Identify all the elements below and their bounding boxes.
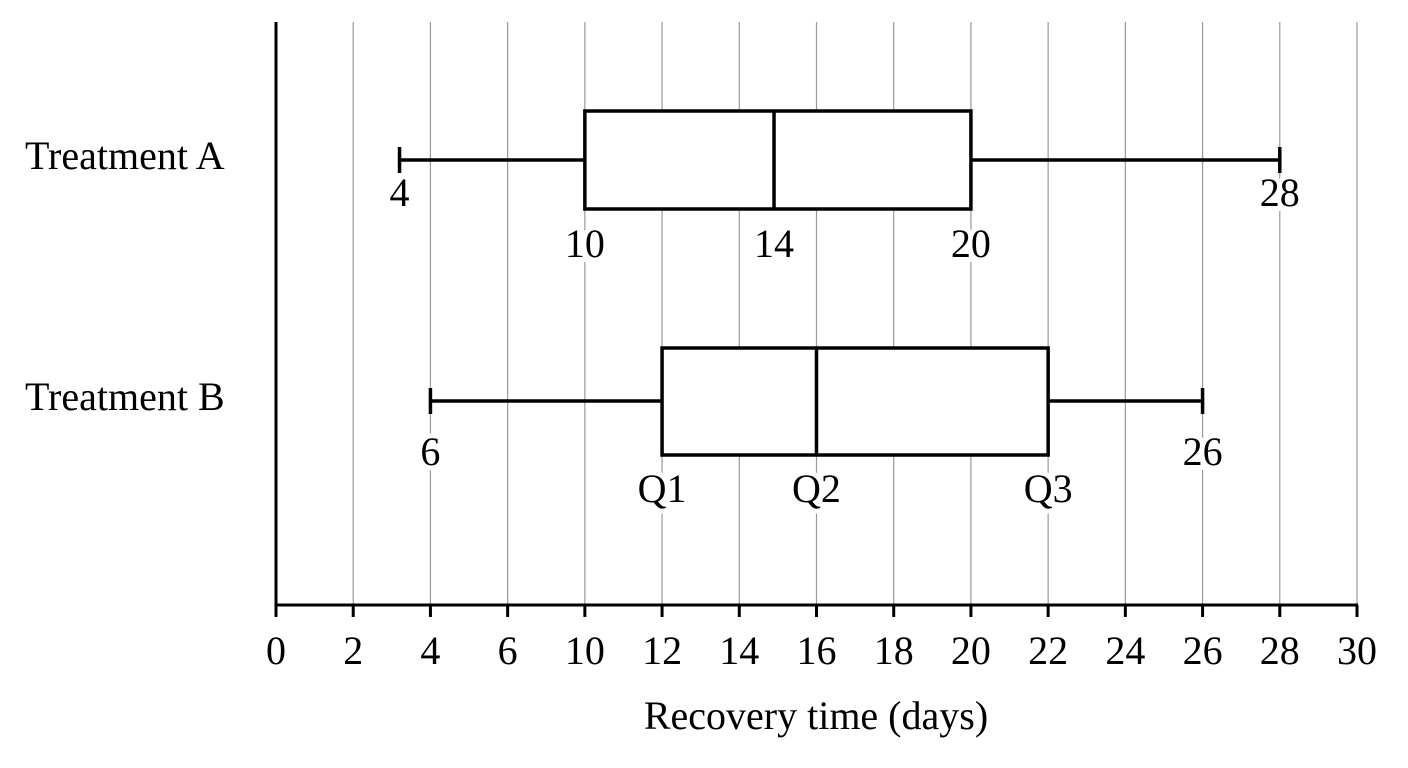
x-tick-label: 10 <box>565 628 605 673</box>
category-label: Treatment B <box>25 374 225 419</box>
x-tick-label: 28 <box>1260 628 1300 673</box>
value-label: 28 <box>1260 170 1300 215</box>
x-tick-label: 22 <box>1028 628 1068 673</box>
x-tick-label: 0 <box>266 628 286 673</box>
x-tick-label: 6 <box>498 628 518 673</box>
x-tick-label: 16 <box>797 628 837 673</box>
value-label: 20 <box>951 221 991 266</box>
value-label: Q1 <box>638 466 687 511</box>
x-tick-label: 2 <box>343 628 363 673</box>
x-tick-label: 30 <box>1337 628 1377 673</box>
value-label: 10 <box>565 221 605 266</box>
category-label: Treatment A <box>25 133 225 178</box>
value-label: Q3 <box>1024 466 1073 511</box>
x-tick-label: 14 <box>719 628 759 673</box>
x-tick-label: 24 <box>1105 628 1145 673</box>
value-label: 26 <box>1183 429 1223 474</box>
x-tick-label: 4 <box>420 628 440 673</box>
value-label: 4 <box>390 170 410 215</box>
x-tick-label: 26 <box>1183 628 1223 673</box>
value-label: Q2 <box>792 466 841 511</box>
x-axis-title: Recovery time (days) <box>644 693 988 738</box>
x-tick-label: 12 <box>642 628 682 673</box>
box <box>583 109 973 211</box>
x-tick-label: 18 <box>874 628 914 673</box>
x-tick-label: 20 <box>951 628 991 673</box>
box <box>660 346 1050 457</box>
value-label: 14 <box>754 221 794 266</box>
value-label: 6 <box>420 429 440 474</box>
